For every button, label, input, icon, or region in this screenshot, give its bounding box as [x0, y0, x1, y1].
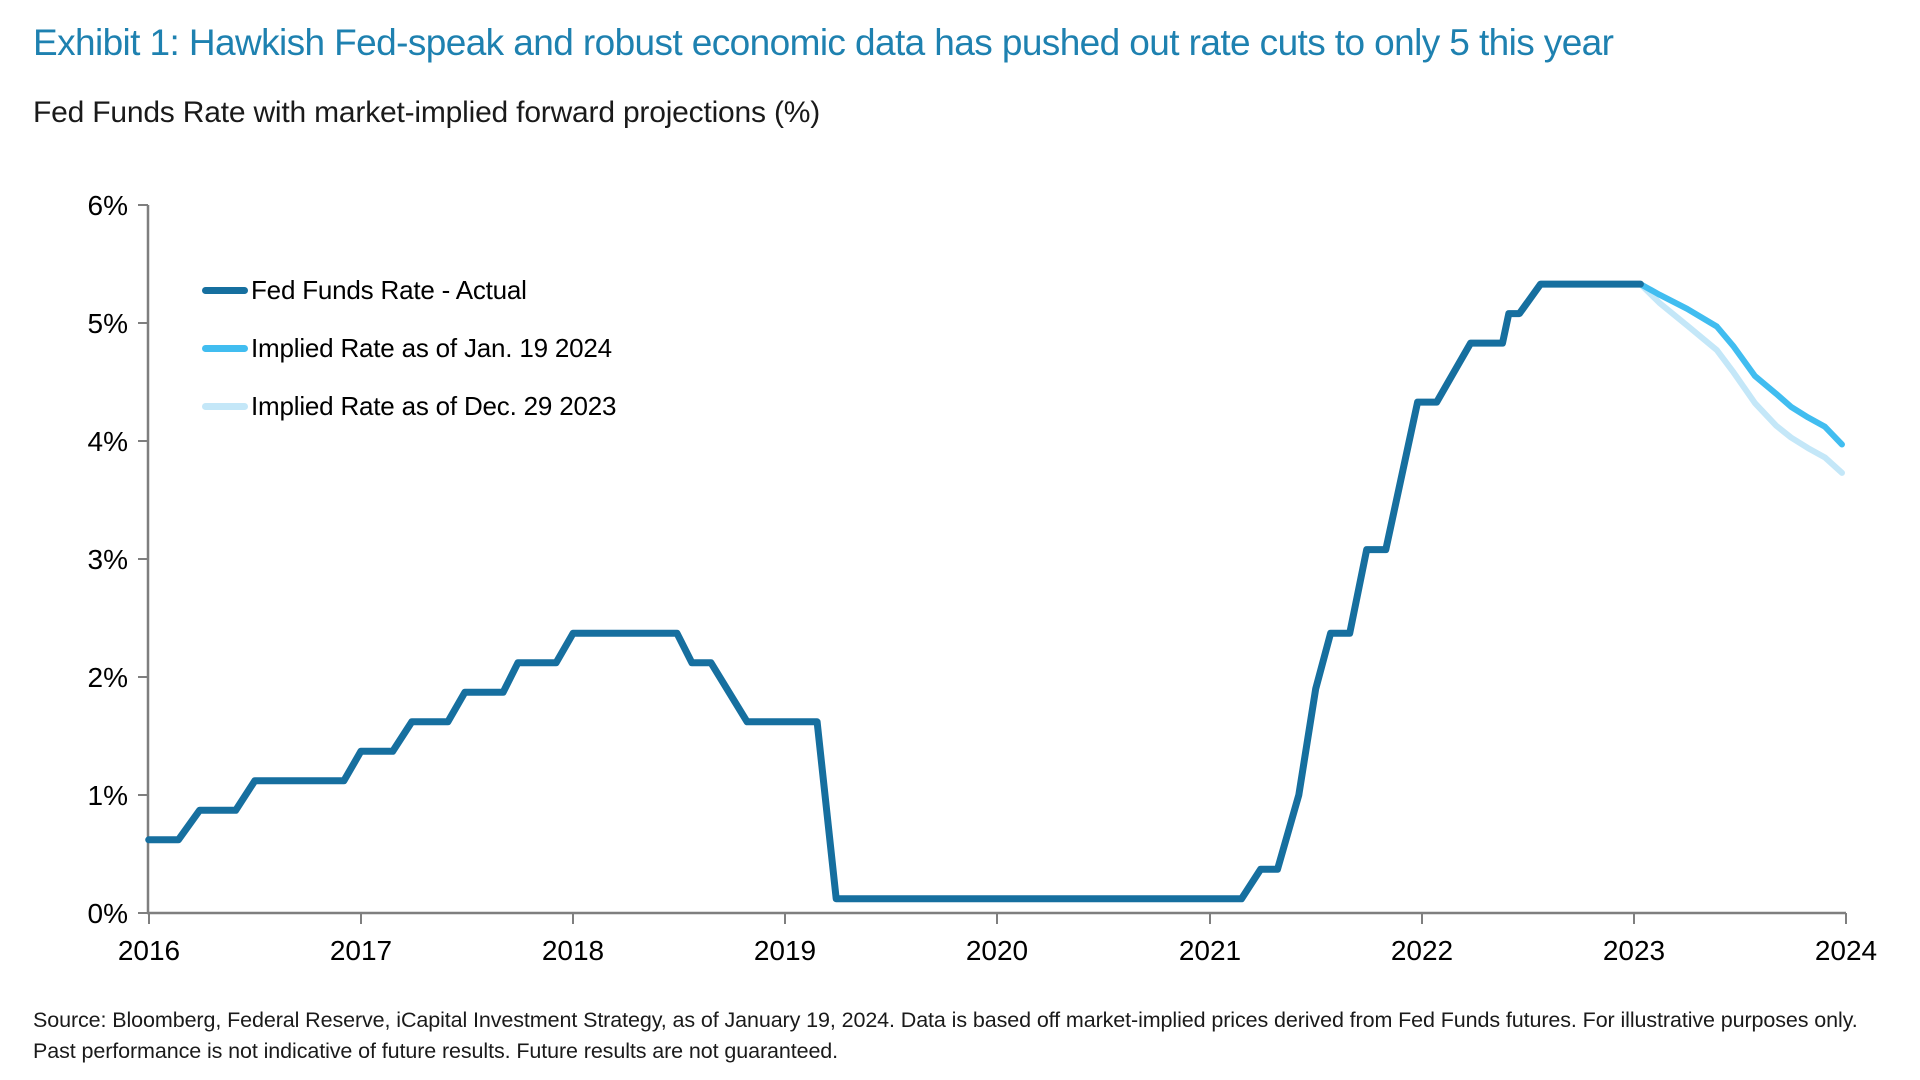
legend-item-actual: Fed Funds Rate - Actual — [202, 270, 616, 310]
series-line-implied-jan-19-2024 — [1637, 281, 1845, 448]
source-note: Source: Bloomberg, Federal Reserve, iCap… — [33, 1005, 1858, 1067]
source-line-2: Past performance is not indicative of fu… — [33, 1039, 839, 1063]
x-tick-label: 2017 — [330, 935, 392, 966]
y-tick-label: 4% — [88, 426, 128, 457]
x-tick-label: 2021 — [1179, 935, 1241, 966]
y-tick-label: 5% — [88, 308, 128, 339]
y-tick-label: 0% — [88, 898, 128, 929]
y-tick-label: 6% — [88, 190, 128, 221]
legend-swatch-implied-dec — [202, 402, 248, 410]
source-line-1: Source: Bloomberg, Federal Reserve, iCap… — [33, 1008, 1858, 1032]
x-tick-label: 2022 — [1391, 935, 1453, 966]
x-axis-labels: 2016 2017 2018 2019 2020 2021 2022 2023 … — [118, 935, 1877, 966]
y-tick-label: 1% — [88, 780, 128, 811]
legend-item-implied-jan: Implied Rate as of Jan. 19 2024 — [202, 328, 616, 368]
chart-subtitle: Fed Funds Rate with market-implied forwa… — [33, 96, 821, 129]
series-line-fed-funds-actual — [145, 280, 1644, 903]
legend-label-implied-jan: Implied Rate as of Jan. 19 2024 — [251, 332, 612, 363]
legend-item-implied-dec: Implied Rate as of Dec. 29 2023 — [202, 386, 616, 426]
series-line-implied-dec-29-2023 — [1637, 281, 1845, 476]
y-axis-ticks — [138, 204, 148, 914]
legend-swatch-implied-jan — [202, 344, 248, 352]
x-tick-label: 2018 — [542, 935, 604, 966]
x-tick-label: 2016 — [118, 935, 180, 966]
y-tick-label: 2% — [88, 662, 128, 693]
y-axis-labels: 0% 1% 2% 3% 4% 5% 6% — [88, 190, 128, 929]
x-tick-label: 2020 — [966, 935, 1028, 966]
x-tick-label: 2019 — [754, 935, 816, 966]
x-tick-label: 2023 — [1603, 935, 1665, 966]
page-title: Exhibit 1: Hawkish Fed-speak and robust … — [33, 22, 1614, 63]
y-tick-label: 3% — [88, 544, 128, 575]
legend-label-actual: Fed Funds Rate - Actual — [251, 274, 527, 305]
legend-label-implied-dec: Implied Rate as of Dec. 29 2023 — [251, 390, 617, 421]
legend-swatch-actual — [202, 286, 248, 294]
x-axis-ticks — [148, 913, 1847, 924]
chart-legend: Fed Funds Rate - Actual Implied Rate as … — [202, 270, 616, 444]
x-tick-label: 2024 — [1815, 935, 1877, 966]
